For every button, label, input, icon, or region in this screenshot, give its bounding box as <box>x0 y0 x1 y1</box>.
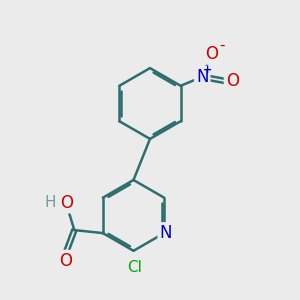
Text: +: + <box>203 65 213 75</box>
Text: O: O <box>59 252 72 270</box>
Text: N: N <box>159 224 172 242</box>
Text: -: - <box>220 38 225 53</box>
Text: N: N <box>196 68 208 86</box>
Text: O: O <box>226 72 239 90</box>
Text: Cl: Cl <box>128 260 142 275</box>
Text: O: O <box>205 45 218 63</box>
Text: O: O <box>60 194 73 211</box>
Text: H: H <box>45 195 56 210</box>
